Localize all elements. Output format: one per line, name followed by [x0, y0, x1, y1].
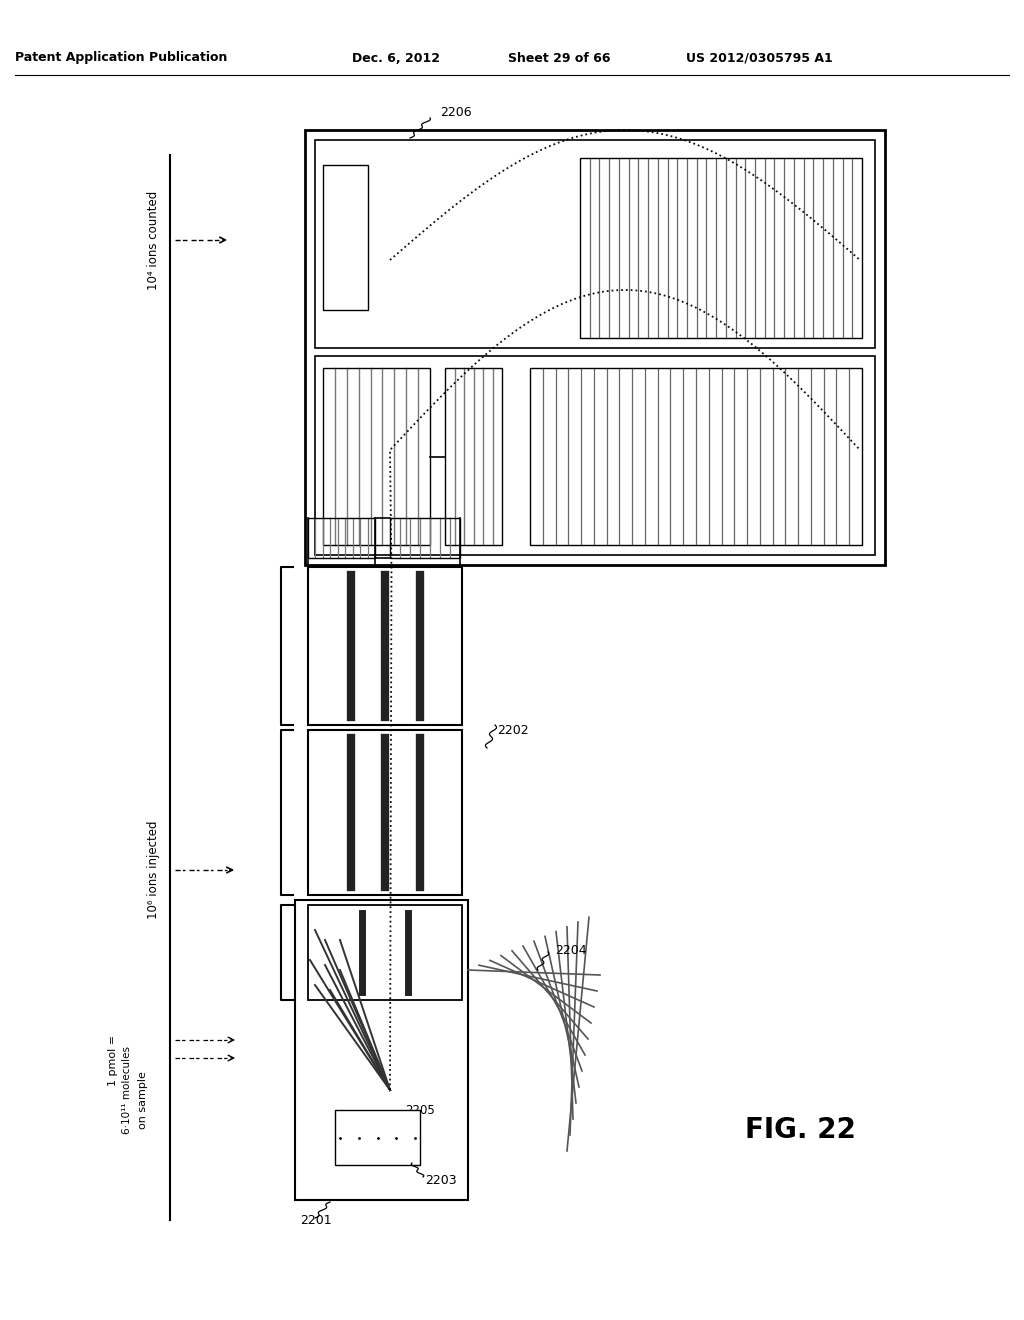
Bar [305, 129, 885, 565]
Bar [390, 517, 460, 558]
Bar [295, 900, 468, 1200]
Text: 2205: 2205 [406, 1104, 435, 1117]
Text: Patent Application Publication: Patent Application Publication [15, 51, 227, 65]
Text: US 2012/0305795 A1: US 2012/0305795 A1 [686, 51, 833, 65]
Text: 2202: 2202 [497, 723, 528, 737]
Bar [315, 356, 874, 554]
Bar [308, 730, 462, 895]
Bar [445, 368, 502, 545]
Text: 10⁶ ions injected: 10⁶ ions injected [147, 821, 160, 919]
Text: 2204: 2204 [555, 944, 587, 957]
Bar [323, 165, 368, 310]
Bar [323, 368, 430, 545]
Bar [580, 158, 862, 338]
Bar [308, 517, 375, 558]
Text: 2206: 2206 [440, 106, 472, 119]
Text: 1 pmol =: 1 pmol = [108, 1035, 118, 1085]
Text: Dec. 6, 2012: Dec. 6, 2012 [352, 51, 440, 65]
Text: on sample: on sample [138, 1071, 148, 1129]
Text: 2203: 2203 [425, 1173, 457, 1187]
Bar [530, 368, 862, 545]
Text: Sheet 29 of 66: Sheet 29 of 66 [508, 51, 610, 65]
Text: 10⁴ ions counted: 10⁴ ions counted [147, 190, 160, 289]
Bar [315, 140, 874, 348]
Text: 2201: 2201 [300, 1213, 332, 1226]
Bar [308, 906, 462, 1001]
Bar [308, 568, 462, 725]
Bar [335, 1110, 420, 1166]
Text: 6·10¹¹ molecules: 6·10¹¹ molecules [122, 1045, 132, 1134]
Text: FIG. 22: FIG. 22 [744, 1115, 855, 1144]
